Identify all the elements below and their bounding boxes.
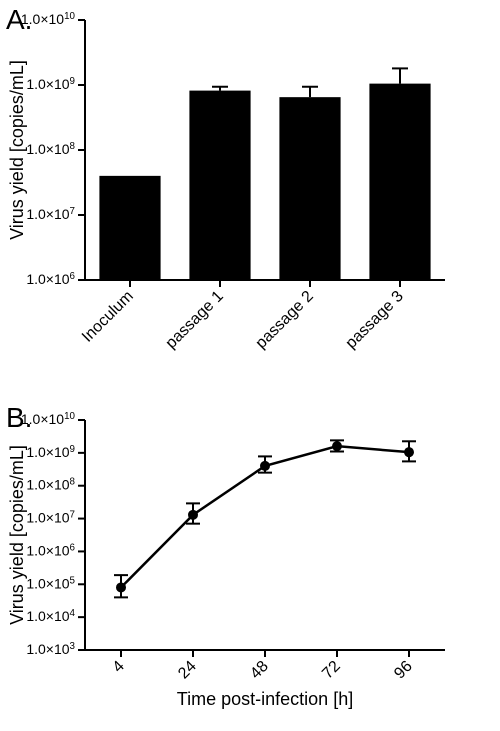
panel-a-chart: 1.0×1061.0×1071.0×1081.0×1091.0×1010Viru…	[0, 0, 500, 400]
panel-a-label: A.	[6, 4, 32, 36]
svg-text:4: 4	[110, 658, 128, 676]
figure-root: A. 1.0×106 1.0×107 1.0×108 1.0×109 1.0×1010 V…	[0, 0, 500, 731]
svg-text:1.0×105: 1.0×105	[26, 575, 75, 592]
svg-text:1.0×104: 1.0×104	[26, 608, 75, 625]
svg-text:Time post-infection [h]: Time post-infection [h]	[177, 689, 353, 709]
svg-text:1.0×108: 1.0×108	[26, 141, 75, 158]
svg-text:Virus yield [copies/mL]: Virus yield [copies/mL]	[7, 60, 27, 240]
svg-text:48: 48	[247, 658, 272, 683]
svg-text:1.0×103: 1.0×103	[26, 641, 75, 658]
svg-text:96: 96	[391, 658, 416, 683]
svg-text:1.0×107: 1.0×107	[26, 206, 75, 223]
svg-text:1.0×1010: 1.0×1010	[21, 411, 76, 428]
svg-text:passage 3: passage 3	[343, 288, 407, 352]
svg-text:1.0×107: 1.0×107	[26, 509, 75, 526]
svg-text:Inoculum: Inoculum	[79, 288, 137, 346]
svg-text:72: 72	[319, 658, 344, 683]
svg-text:1.0×108: 1.0×108	[26, 476, 75, 493]
svg-text:24: 24	[175, 658, 200, 683]
svg-text:1.0×109: 1.0×109	[26, 443, 75, 460]
panel-b-chart: 1.0×103 1.0×104 1.0×105 1.0×106 1.0×107 1.0×1…	[0, 400, 500, 731]
svg-text:1.0×109: 1.0×109	[26, 76, 75, 93]
svg-text:passage 1: passage 1	[163, 288, 227, 352]
svg-text:1.0×106: 1.0×106	[26, 542, 75, 559]
svg-text:1.0×106: 1.0×106	[26, 271, 75, 288]
svg-text:passage 2: passage 2	[253, 288, 317, 352]
svg-text:Virus yield [copies/mL]: Virus yield [copies/mL]	[7, 445, 27, 625]
